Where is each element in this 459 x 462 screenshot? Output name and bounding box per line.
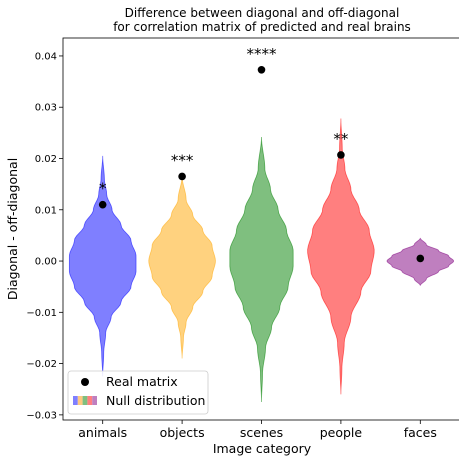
significance-people: **: [333, 130, 349, 148]
significance-scenes: ****: [247, 45, 278, 63]
y-tick-label: 0.01: [35, 205, 57, 216]
violin-scenes: [229, 136, 294, 403]
y-tick-label: 0.00: [35, 257, 57, 268]
y-tick-label: −0.03: [26, 410, 57, 421]
legend-null-swatch-stripe: [77, 396, 83, 405]
x-tick-label: people: [320, 425, 363, 440]
significance-objects: ***: [171, 151, 194, 169]
real-point-scenes: [257, 65, 266, 74]
significance-animals: *: [99, 180, 107, 198]
plot-area: 0.04 0.03 0.02 0.01 0.00 −0.01 −0.02 −0.03 anima…: [26, 45, 455, 440]
y-tick-label: −0.02: [26, 359, 57, 370]
legend-marker-real: [81, 378, 89, 386]
legend-box: [67, 370, 209, 415]
real-point-objects: [178, 172, 186, 181]
x-axis-label: Image category: [213, 441, 312, 456]
legend-null-swatch-stripe: [73, 396, 78, 405]
y-tick-label: −0.01: [26, 308, 57, 319]
chart-title-line1: Difference between diagonal and off-diag…: [125, 6, 400, 20]
chart-title-line2: for correlation matrix of predicted and …: [113, 20, 411, 34]
legend-null-swatch-stripe: [82, 396, 88, 405]
violin-animals: [68, 155, 137, 377]
x-tick-label: scenes: [240, 425, 283, 440]
real-point-people: [337, 151, 345, 159]
x-tick-label: objects: [160, 425, 205, 440]
x-tick-label: faces: [404, 425, 437, 440]
legend-null-swatch-stripe: [92, 396, 97, 405]
real-point-faces: [416, 254, 425, 263]
violin-objects: [148, 176, 216, 359]
y-axis-label: Diagonal - off-diagonal: [5, 158, 20, 300]
real-point-animals: [98, 200, 107, 209]
legend-label-null: Null distribution: [106, 393, 205, 408]
plot-frame: [62, 37, 459, 421]
legend-null-swatch-stripe: [87, 396, 93, 405]
y-tick-label: 0.02: [35, 154, 57, 165]
x-tick-label: animals: [78, 425, 127, 440]
legend: Real matrix Null distribution: [67, 370, 209, 415]
legend-label-real: Real matrix: [106, 374, 178, 389]
violin-people: [307, 118, 375, 395]
y-tick-label: 0.04: [35, 51, 57, 62]
y-tick-label: 0.03: [35, 103, 57, 114]
legend-marker-null: [73, 396, 97, 405]
